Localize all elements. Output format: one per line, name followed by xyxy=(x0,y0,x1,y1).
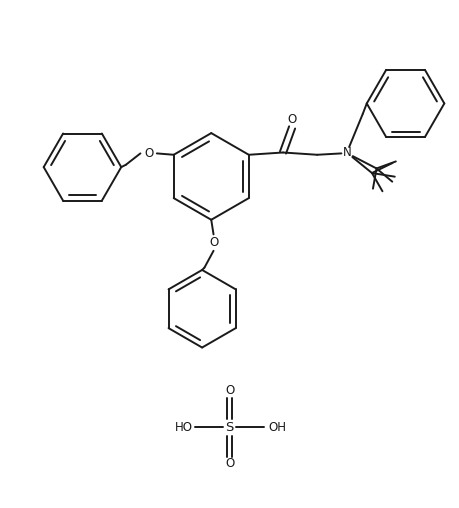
Text: N: N xyxy=(342,146,351,159)
Text: O: O xyxy=(209,236,218,249)
Text: OH: OH xyxy=(269,421,286,434)
Text: O: O xyxy=(225,385,234,397)
Text: O: O xyxy=(225,457,234,470)
Text: HO: HO xyxy=(175,421,193,434)
Text: O: O xyxy=(144,147,153,160)
Text: S: S xyxy=(225,421,234,434)
Text: O: O xyxy=(287,113,297,125)
